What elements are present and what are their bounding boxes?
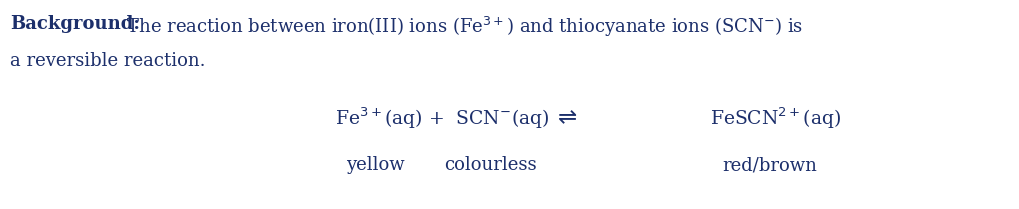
Text: a reversible reaction.: a reversible reaction. (10, 52, 206, 70)
Text: The reaction between iron(III) ions (Fe$^{3+}$) and thiocyanate ions (SCN$^{-}$): The reaction between iron(III) ions (Fe$… (115, 15, 803, 39)
Text: FeSCN$^{2+}$(aq): FeSCN$^{2+}$(aq) (710, 105, 842, 131)
Text: $\rightleftharpoons$: $\rightleftharpoons$ (552, 107, 577, 129)
Text: Fe$^{3+}$(aq) +  SCN$^{-}$(aq): Fe$^{3+}$(aq) + SCN$^{-}$(aq) (335, 105, 549, 131)
Text: colourless: colourless (443, 156, 536, 174)
Text: Background:: Background: (10, 15, 140, 33)
Text: red/brown: red/brown (722, 156, 817, 174)
Text: yellow: yellow (345, 156, 405, 174)
